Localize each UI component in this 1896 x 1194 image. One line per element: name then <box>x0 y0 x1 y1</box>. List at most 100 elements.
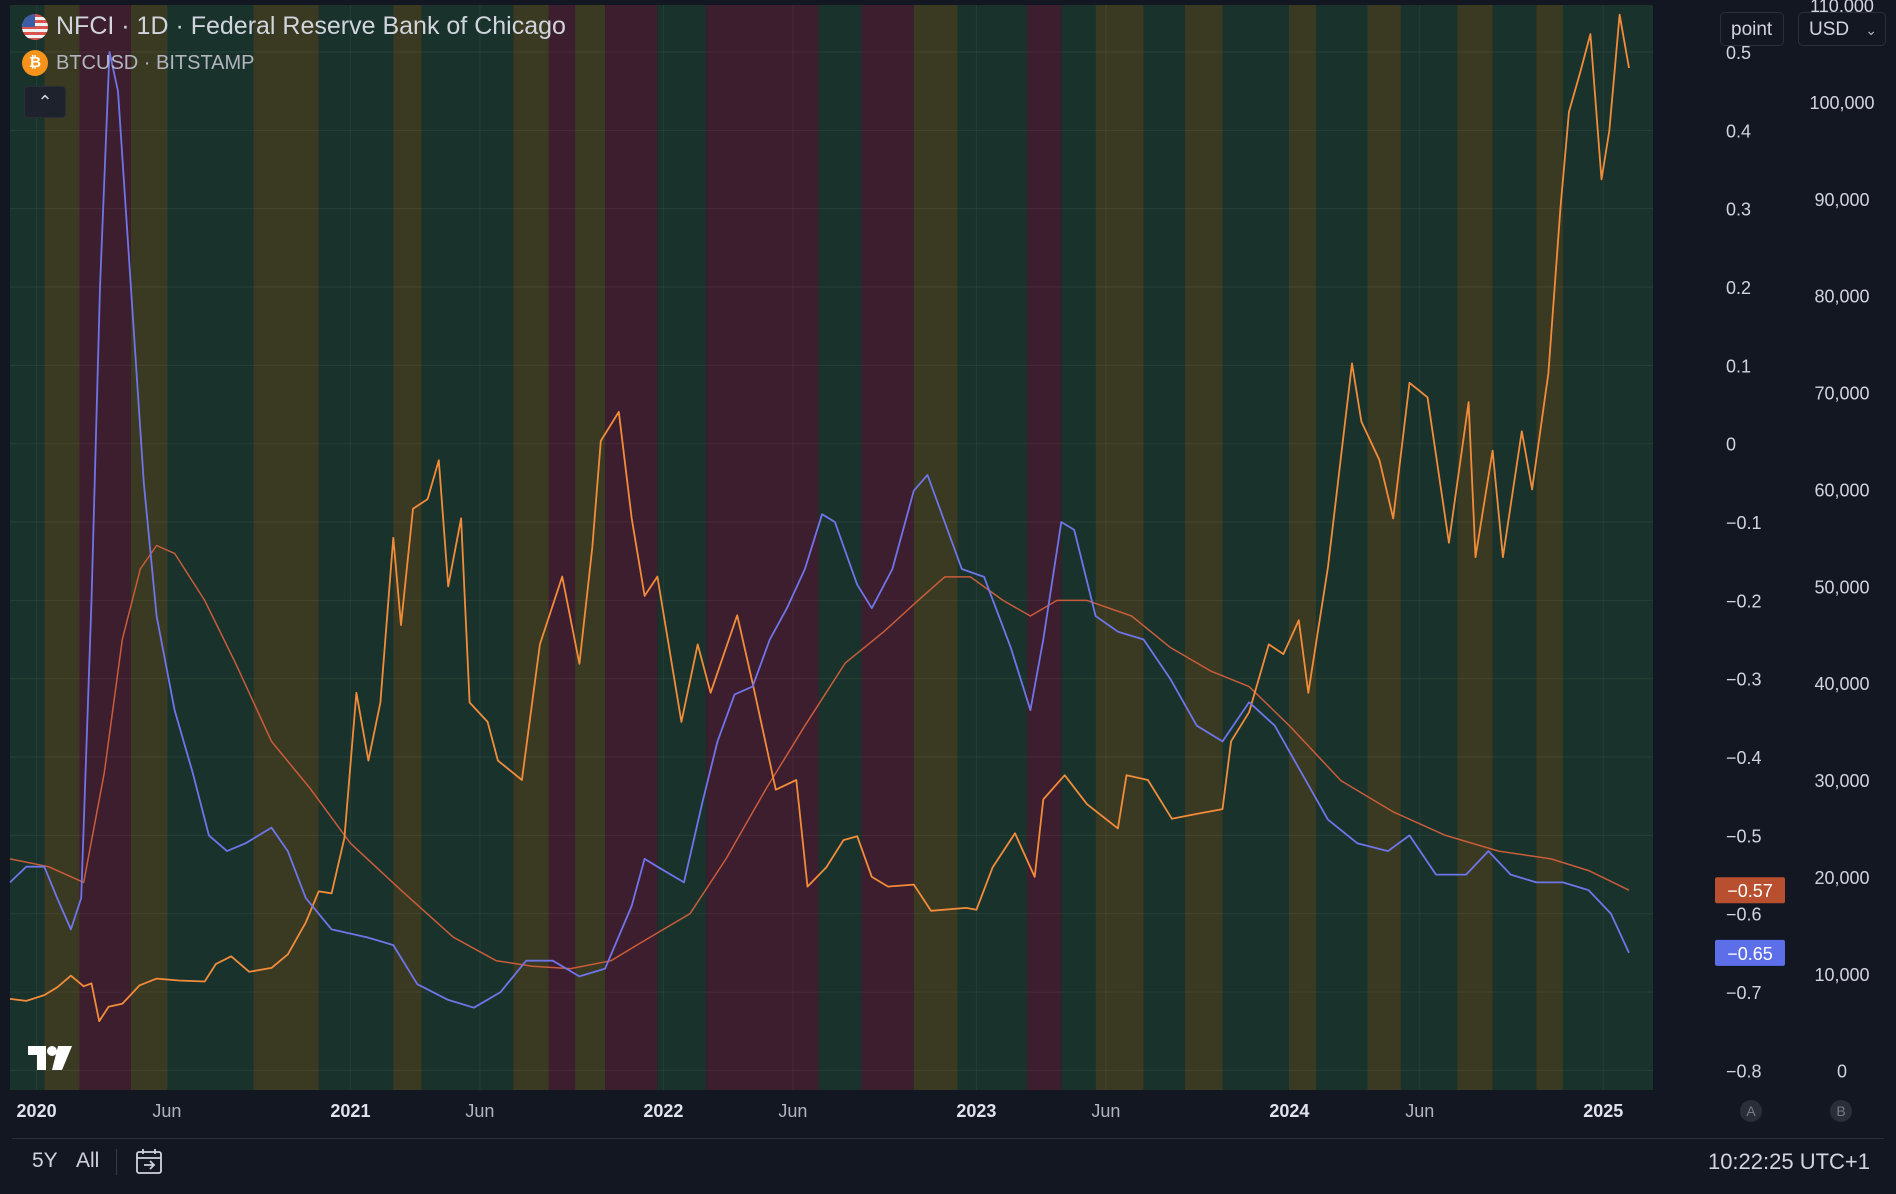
chevron-down-icon: ⌄ <box>1865 22 1877 38</box>
nfci-axis-tick-label: −0.1 <box>1726 513 1762 533</box>
nfci-legend-title: NFCI · 1D · Federal Reserve Bank of Chic… <box>56 12 566 40</box>
btc-axis-tick-label: 80,000 <box>1814 287 1869 307</box>
secondary-scale-marker[interactable]: B <box>1830 1100 1852 1122</box>
nfci-axis-tick-label: −0.8 <box>1726 1061 1762 1081</box>
bitcoin-icon: ₿ <box>22 50 48 76</box>
regime-band-olive <box>1095 5 1144 1090</box>
regime-band-green <box>1143 5 1185 1090</box>
currency-label: USD <box>1809 19 1850 40</box>
time-axis-tick-label: 2021 <box>330 1101 370 1121</box>
regime-band-olive <box>575 5 606 1090</box>
btc-legend[interactable]: ₿ BTCUSD · BITSTAMP <box>22 50 255 76</box>
time-axis-tick-label: Jun <box>465 1101 494 1121</box>
regime-band-green <box>1222 5 1290 1090</box>
point-label: point <box>1731 19 1773 40</box>
time-axis-tick-label: 2024 <box>1269 1101 1309 1121</box>
us-flag-icon <box>22 13 48 40</box>
last-value-label-avg: −0.57 <box>1727 881 1773 901</box>
collapse-legend-button[interactable]: ⌃ <box>24 86 66 118</box>
btc-axis-tick-label: 0 <box>1837 1062 1847 1082</box>
clock-timezone[interactable]: 10:22:25 UTC+1 <box>1707 1149 1870 1174</box>
time-axis-tick-label: Jun <box>778 1101 807 1121</box>
regime-band-red <box>1027 5 1062 1090</box>
currency-select[interactable]: USD ⌄ <box>1798 12 1886 46</box>
nfci-axis-tick-label: −0.5 <box>1726 826 1762 846</box>
regime-band-green <box>1315 5 1368 1090</box>
range-all-button[interactable]: All <box>76 1149 100 1172</box>
nfci-axis-tick-label: 0.1 <box>1726 356 1751 376</box>
regime-band-red <box>548 5 576 1090</box>
regime-band-red <box>79 5 131 1090</box>
regime-band-green <box>318 5 394 1090</box>
nfci-price-axis[interactable]: 0.5 0.4 0.3 0.2 0.1 0 −0.1 −0.2 −0.3 −0.4 −0.5 −0.6… <box>1726 43 1762 1081</box>
regime-band-green <box>166 5 254 1090</box>
regime-band-olive <box>913 5 958 1090</box>
btc-axis-tick-label: 100,000 <box>1809 93 1874 113</box>
chevron-up-icon: ⌃ <box>37 92 53 112</box>
series-line-btc <box>9 13 1630 1023</box>
regime-band-green <box>1400 5 1458 1090</box>
price-scale-mode-button[interactable]: point <box>1720 12 1784 46</box>
tradingview-logo[interactable] <box>26 1044 74 1072</box>
btc-axis-tick-label: 20,000 <box>1814 868 1869 888</box>
nfci-axis-tick-label: 0.4 <box>1726 121 1751 141</box>
regime-bands <box>10 5 1653 1090</box>
regime-band-green <box>1492 5 1537 1090</box>
regime-band-olive <box>1184 5 1223 1090</box>
regime-band-green <box>10 5 45 1090</box>
regime-band-red <box>861 5 914 1090</box>
calendar-range-icon[interactable] <box>134 1147 164 1177</box>
regime-band-red <box>605 5 658 1090</box>
series-line-avg <box>9 544 1630 970</box>
regime-band-olive <box>1367 5 1401 1090</box>
nfci-axis-tick-label: 0 <box>1726 435 1736 455</box>
series-lines <box>9 13 1630 1023</box>
series-line-nfci <box>9 51 1630 1009</box>
time-axis-tick-label: 2025 <box>1583 1101 1623 1121</box>
regime-band-olive <box>44 5 80 1090</box>
range-5y-button[interactable]: 5Y <box>32 1149 58 1172</box>
time-axis-background <box>10 1090 1886 1130</box>
regime-band-olive <box>253 5 319 1090</box>
regime-band-green <box>818 5 862 1090</box>
btc-axis-tick-label: 60,000 <box>1814 480 1869 500</box>
time-axis-tick-label: 2023 <box>956 1101 996 1121</box>
btc-axis-tick-label: 10,000 <box>1814 965 1869 985</box>
last-value-label-nfci: −0.65 <box>1727 944 1773 964</box>
nfci-legend[interactable]: NFCI · 1D · Federal Reserve Bank of Chic… <box>22 12 566 41</box>
time-axis-tick-label: 2020 <box>17 1101 57 1121</box>
regime-band-red <box>706 5 819 1090</box>
time-axis[interactable]: 2020 Jun 2021 Jun 2022 Jun 2023 Jun 2024 Jun 2025 <box>10 1090 1886 1130</box>
toolbar-divider <box>116 1149 117 1175</box>
regime-band-olive <box>393 5 422 1090</box>
regime-band-green <box>1562 5 1653 1090</box>
regime-band-green <box>657 5 707 1090</box>
nfci-axis-tick-label: 0.5 <box>1726 43 1751 63</box>
nfci-axis-tick-label: −0.4 <box>1726 748 1762 768</box>
nfci-axis-tick-label: 0.3 <box>1726 200 1751 220</box>
nfci-axis-tick-label: −0.7 <box>1726 983 1762 1003</box>
last-value-badge-nfci <box>1715 939 1785 966</box>
bottom-toolbar: 5Y All 10:22:25 UTC+1 <box>12 1138 1884 1185</box>
btc-price-axis[interactable]: 0 10,000 20,000 30,000 40,000 50,000 60,000 70,… <box>1809 0 1874 1082</box>
time-axis-tick-label: 2022 <box>643 1101 683 1121</box>
nfci-axis-tick-label: 0.2 <box>1726 278 1751 298</box>
time-axis-tick-label: Jun <box>152 1101 181 1121</box>
nfci-axis-tick-label: −0.3 <box>1726 670 1762 690</box>
btc-axis-tick-label: 70,000 <box>1814 384 1869 404</box>
nfci-axis-tick-label: −0.6 <box>1726 905 1762 925</box>
regime-band-green <box>421 5 514 1090</box>
regime-band-olive <box>1289 5 1316 1090</box>
time-axis-tick-label: Jun <box>1091 1101 1120 1121</box>
btc-axis-tick-label: 50,000 <box>1814 577 1869 597</box>
regime-band-green <box>957 5 1028 1090</box>
btc-axis-tick-label: 90,000 <box>1814 190 1869 210</box>
auto-scale-marker[interactable]: A <box>1740 1100 1762 1122</box>
btc-legend-title: BTCUSD · BITSTAMP <box>56 51 255 74</box>
regime-band-olive <box>1536 5 1563 1090</box>
btc-axis-tick-label: 40,000 <box>1814 674 1869 694</box>
regime-band-olive <box>513 5 549 1090</box>
last-value-badges: −0.57 −0.65 <box>1715 877 1785 966</box>
last-value-badge-avg <box>1715 877 1785 904</box>
